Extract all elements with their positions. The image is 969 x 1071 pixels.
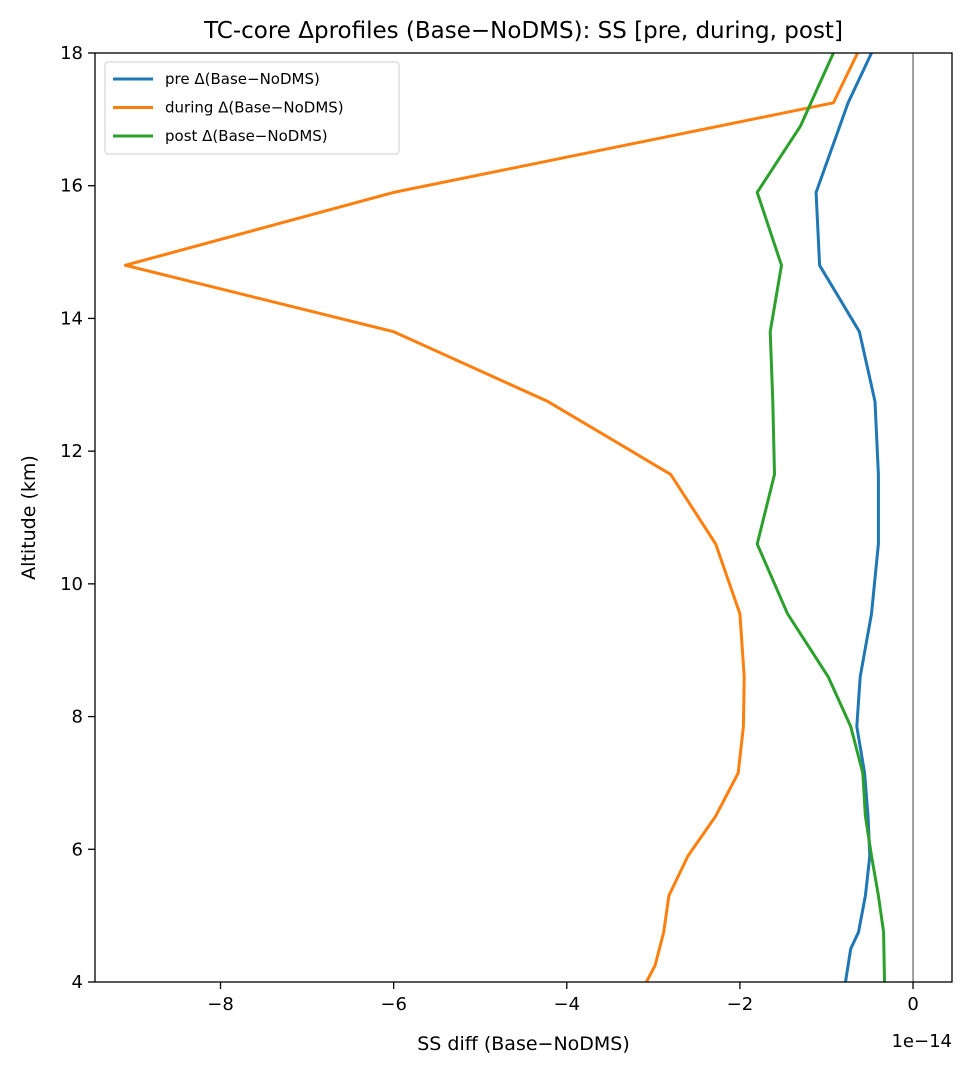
y-tick-label: 12 xyxy=(60,441,83,462)
x-tick-label: −6 xyxy=(380,994,407,1015)
x-axis-label: SS diff (Base−NoDMS) xyxy=(417,1033,630,1055)
series-line-1 xyxy=(123,53,859,982)
x-tick-label: −8 xyxy=(207,994,234,1015)
y-tick-label: 14 xyxy=(60,308,83,329)
chart-title: TC-core Δprofiles (Base−NoDMS): SS [pre,… xyxy=(203,18,843,44)
plot-frame xyxy=(94,52,953,983)
series-line-2 xyxy=(755,53,886,982)
x-tick-label: −2 xyxy=(727,994,754,1015)
y-tick-label: 4 xyxy=(72,972,83,993)
series-line-0 xyxy=(814,53,880,982)
y-tick-label: 18 xyxy=(60,43,83,64)
plot-area xyxy=(94,52,953,983)
y-axis: 4 6 8 10 12 14 16 18 xyxy=(60,43,95,993)
legend-label-0: pre Δ(Base−NoDMS) xyxy=(165,70,320,88)
legend: pre Δ(Base−NoDMS) during Δ(Base−NoDMS) pos… xyxy=(104,61,400,155)
y-tick-label: 10 xyxy=(60,574,83,595)
x-axis-offset-label: 1e−14 xyxy=(891,1031,952,1052)
y-tick-label: 8 xyxy=(72,707,83,728)
legend-label-1: during Δ(Base−NoDMS) xyxy=(165,99,344,117)
legend-box xyxy=(104,61,400,155)
y-axis-label: Altitude (km) xyxy=(18,455,40,580)
y-tick-label: 6 xyxy=(72,839,83,860)
y-tick-label: 16 xyxy=(60,176,83,197)
x-tick-label: 0 xyxy=(907,994,918,1015)
legend-label-2: post Δ(Base−NoDMS) xyxy=(165,127,328,145)
x-tick-label: −4 xyxy=(554,994,581,1015)
x-axis: −8 −6 −4 −2 0 xyxy=(207,982,919,1015)
